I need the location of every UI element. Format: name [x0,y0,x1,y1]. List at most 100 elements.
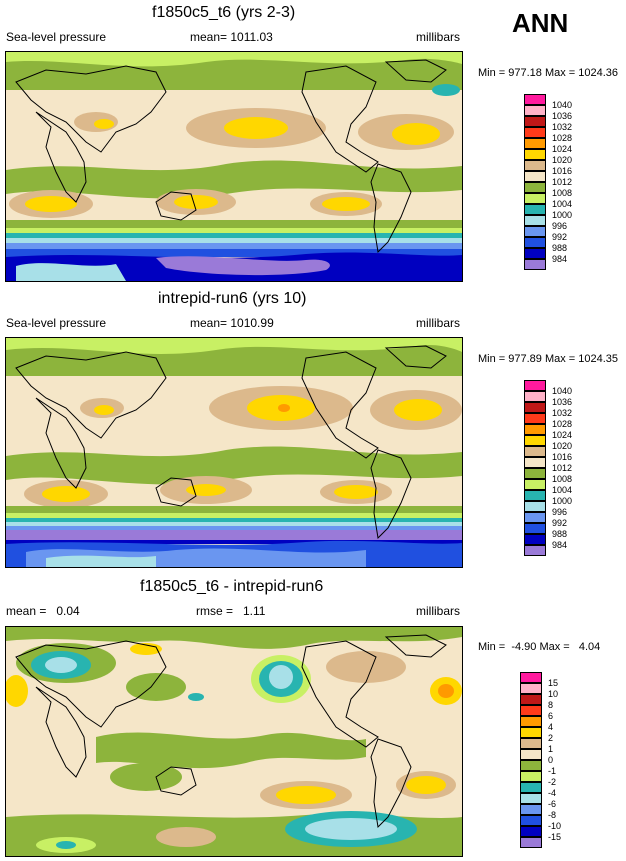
band-s4 [6,522,462,526]
cbar3-label-12: -8 [548,810,557,820]
cbar2-label-1: 1036 [552,397,573,407]
cbar3-swatch-12 [520,804,542,815]
diff-tropics-green [96,732,366,769]
diff-orange-3 [438,684,454,698]
cbar3-swatch-5 [520,727,542,738]
cbar3-swatch-4 [520,716,542,727]
high-natl [394,399,442,421]
cbar3-swatch-15 [520,837,542,848]
panel2-map [5,337,463,568]
band-s3 [6,233,462,238]
cbar3-label-0: 15 [548,678,559,688]
cbar2-swatch-6 [524,446,546,457]
band-s1 [6,220,462,228]
band-north-light [6,338,462,354]
diff-green-3 [126,673,186,701]
diff-lightblue-2 [269,665,293,689]
cbar2-label-13: 988 [552,529,568,539]
panel1-units: millibars [416,30,461,44]
panel2-minmax: Min = 977.89 Max = 1024.35 [478,353,619,365]
band-s1 [6,506,462,513]
cbar3-swatch-11 [520,793,542,804]
cbar2-swatch-2 [524,402,546,413]
cbar2-label-14: 984 [552,540,568,550]
cbar1-swatch-13 [524,237,546,248]
cbar1-swatch-14 [524,248,546,259]
cbar3-swatch-3 [520,705,542,716]
antarctic-light [46,555,156,567]
cbar2-swatch-12 [524,512,546,523]
cbar2-swatch-10 [524,490,546,501]
cbar1-swatch-3 [524,127,546,138]
band-s4 [6,238,462,243]
band-tropics [6,160,462,199]
cbar2-label-6: 1016 [552,452,573,462]
band-tropics [6,446,462,485]
cbar3-swatch-0 [520,672,542,683]
antarctic-light [16,263,126,281]
band-s7 [6,540,462,544]
panel1-left-label: Sea-level pressure [6,30,107,44]
coastlines [15,345,447,540]
cbar3-swatch-9 [520,771,542,782]
cbar1-swatch-8 [524,182,546,193]
band-s3 [6,518,462,522]
cbar1-label-13: 988 [552,243,568,253]
cbar1-label-5: 1020 [552,155,573,165]
cbar1-swatch-15 [524,259,546,270]
cbar3-label-3: 6 [548,711,554,721]
cbar3-label-8: -1 [548,766,557,776]
cbar3-label-10: -4 [548,788,557,798]
low-north [432,84,460,96]
cbar1-swatch-5 [524,149,546,160]
high-sind [25,196,77,212]
diff-teal-3 [188,693,204,701]
cbar2-label-12: 992 [552,518,568,528]
cbar3-label-6: 1 [548,744,554,754]
cbar1-swatch-4 [524,138,546,149]
cbar3-label-14: -15 [548,832,562,842]
coastlines [15,634,447,829]
panel3-rmse-label: rmse = 1.11 [196,604,266,618]
diff-tan-1 [326,651,406,683]
cbar3-swatch-10 [520,782,542,793]
high-satl [322,197,370,211]
cbar2-label-9: 1004 [552,485,573,495]
cbar2-label-5: 1020 [552,441,573,451]
cbar2-label-8: 1008 [552,474,573,484]
cbar1-label-9: 1004 [552,199,573,209]
cbar3-swatch-1 [520,683,542,694]
high-npac [224,117,288,139]
cbar1-swatch-6 [524,160,546,171]
cbar3-swatch-6 [520,738,542,749]
cbar1-swatch-7 [524,171,546,182]
cbar1-label-6: 1016 [552,166,573,176]
cbar1-label-4: 1024 [552,144,573,154]
panel1-title: f1850c5_t6 (yrs 2-3) [152,4,296,21]
diff-lightblue-1 [45,657,77,673]
panel1-colorbar: 1040 1036 1032 1028 1024 1020 1016 1012 … [524,94,604,274]
panel3-units: millibars [416,604,461,618]
cbar2-swatch-8 [524,468,546,479]
panel3-mean-label: mean = 0.04 [6,604,80,618]
panel2-title: intrepid-run6 (yrs 10) [158,290,307,307]
cbar2-label-2: 1032 [552,408,573,418]
band-s5 [6,526,462,530]
cbar2-label-4: 1024 [552,430,573,440]
cbar2-swatch-15 [524,545,546,556]
cbar3-label-1: 10 [548,689,559,699]
cbar2-swatch-3 [524,413,546,424]
cbar1-label-2: 1032 [552,122,573,132]
cbar1-label-12: 992 [552,232,568,242]
diff-north-green [6,627,462,649]
cbar1-swatch-2 [524,116,546,127]
cbar2-swatch-4 [524,424,546,435]
panel3-colorbar: 15 10 8 6 4 2 1 0 -1 -2 -4 -6 -8 -10 -15 [520,672,600,852]
cbar2-label-7: 1012 [552,463,573,473]
cbar3-swatch-7 [520,749,542,760]
cbar1-label-14: 984 [552,254,568,264]
cbar1-label-3: 1028 [552,133,573,143]
high-asia [94,405,114,415]
diff-lightblue-4 [305,818,397,840]
cbar3-label-11: -6 [548,799,557,809]
